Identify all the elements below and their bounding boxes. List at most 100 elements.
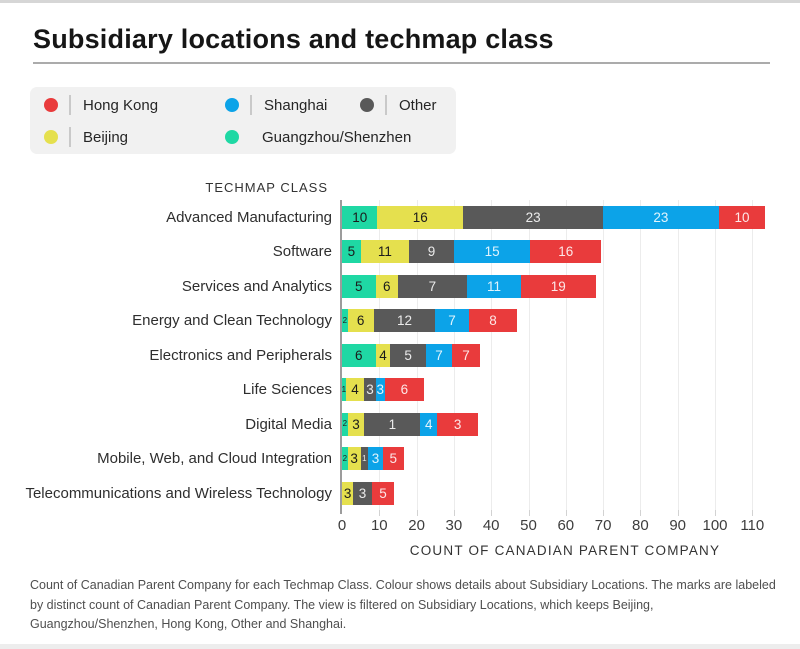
legend-item-label: Beijing — [83, 128, 129, 146]
bar-segment-guangzhou-shenzhen[interactable]: 2 — [342, 309, 348, 333]
segment-value-label: 7 — [462, 347, 470, 363]
bar-segment-other[interactable]: 3 — [364, 378, 376, 402]
bar-segment-hong-kong[interactable]: 5 — [383, 447, 404, 471]
bar-segment-other[interactable]: 23 — [463, 205, 604, 229]
bar-segment-guangzhou-shenzhen[interactable]: 2 — [342, 412, 348, 436]
bar-segment-guangzhou-shenzhen[interactable]: 5 — [342, 274, 376, 298]
bar-segment-hong-kong[interactable]: 3 — [437, 412, 479, 436]
category-label-advanced-manufacturing: Advanced Manufacturing — [166, 208, 332, 226]
segment-value-label: 9 — [427, 244, 436, 259]
category-label-services-and-analytics: Services and Analytics — [181, 277, 332, 295]
x-tick-label: 60 — [557, 517, 575, 534]
segment-value-label: 6 — [400, 382, 409, 397]
segment-value-label: 3 — [343, 485, 352, 501]
bar-segment-beijing[interactable]: 16 — [377, 205, 464, 229]
bar-segment-shanghai[interactable]: 11 — [466, 274, 522, 298]
x-tick-label: 50 — [520, 517, 537, 534]
window-bottom-edge — [0, 644, 800, 649]
bar-segment-hong-kong[interactable]: 7 — [452, 343, 480, 367]
bar-segment-other[interactable]: 9 — [409, 240, 454, 264]
segment-value-label: 2 — [342, 315, 348, 325]
bar-segment-other[interactable]: 12 — [373, 309, 436, 333]
gridline-40 — [491, 200, 493, 510]
legend-item-guangzhou-shenzhen[interactable]: Guangzhou/Shenzhen — [225, 127, 411, 147]
bar-row-services-and-analytics: 5 6 7 11 19 — [342, 274, 596, 298]
segment-value-label: 3 — [453, 416, 462, 432]
x-axis-title: COUNT OF CANADIAN PARENT COMPANY — [409, 543, 721, 558]
bar-segment-guangzhou-shenzhen[interactable]: 1 — [342, 378, 346, 402]
gridline-70 — [603, 200, 605, 510]
x-tick-label: 40 — [482, 517, 500, 534]
gridline-90 — [677, 200, 679, 510]
segment-value-label: 8 — [489, 313, 497, 328]
segment-value-label: 3 — [352, 416, 360, 432]
legend-swatch-icon — [225, 98, 239, 112]
segment-value-label: 3 — [358, 485, 367, 501]
bar-segment-beijing[interactable]: 6 — [347, 309, 374, 333]
category-label-mobile-web-and-cloud-integration: Mobile, Web, and Cloud Integration — [97, 450, 332, 468]
segment-value-label: 7 — [435, 347, 443, 363]
bar-segment-hong-kong[interactable]: 10 — [718, 205, 766, 229]
tick-mark-100 — [715, 510, 716, 516]
title-divider — [33, 62, 770, 64]
bar-segment-hong-kong[interactable]: 8 — [468, 309, 518, 333]
bar-segment-hong-kong[interactable]: 6 — [384, 378, 425, 402]
bar-row-advanced-manufacturing: 10 16 23 23 10 — [342, 205, 766, 229]
bar-segment-beijing[interactable]: 3 — [342, 481, 354, 505]
x-tick-label: 70 — [594, 517, 612, 534]
bar-segment-guangzhou-shenzhen[interactable]: 10 — [342, 205, 378, 229]
segment-value-label: 5 — [347, 244, 356, 259]
bar-segment-beijing[interactable]: 11 — [360, 240, 410, 264]
legend: Hong Kong Shanghai Other Beijing Guangzhou/S… — [30, 87, 456, 154]
bar-segment-shanghai[interactable]: 23 — [603, 205, 719, 229]
legend-item-hong-kong[interactable]: Hong Kong — [44, 95, 225, 115]
bar-segment-other[interactable]: 7 — [397, 274, 467, 298]
bar-segment-beijing[interactable]: 4 — [375, 343, 391, 367]
segment-value-label: 5 — [389, 451, 397, 466]
bar-segment-guangzhou-shenzhen[interactable]: 5 — [342, 240, 361, 264]
segment-value-label: 23 — [525, 209, 541, 225]
bar-segment-shanghai[interactable]: 4 — [420, 412, 438, 436]
bar-segment-other[interactable]: 1 — [360, 447, 369, 471]
legend-item-other[interactable]: Other — [360, 95, 446, 115]
bar-segment-beijing[interactable]: 4 — [345, 378, 365, 402]
legend-swatch-icon — [44, 98, 58, 112]
bar-segment-shanghai[interactable]: 15 — [453, 240, 531, 264]
bar-segment-beijing[interactable]: 3 — [347, 412, 365, 436]
category-label-life-sciences: Life Sciences — [242, 381, 332, 399]
bar-segment-shanghai[interactable]: 3 — [375, 378, 385, 402]
gridline-80 — [640, 200, 642, 510]
bar-segment-hong-kong[interactable]: 16 — [530, 240, 602, 264]
bar-segment-hong-kong[interactable]: 5 — [371, 481, 395, 505]
bar-segment-other[interactable]: 5 — [390, 343, 426, 367]
category-label-software: Software — [272, 243, 332, 261]
tick-mark-10 — [379, 510, 381, 516]
segment-value-label: 4 — [379, 347, 387, 363]
segment-value-label: 3 — [376, 382, 384, 397]
legend-item-shanghai[interactable]: Shanghai — [225, 95, 360, 115]
bar-segment-shanghai[interactable]: 7 — [435, 309, 469, 333]
legend-item-label: Hong Kong — [83, 96, 159, 114]
bar-segment-guangzhou-shenzhen[interactable]: 2 — [342, 447, 348, 471]
segment-value-label: 16 — [412, 209, 428, 225]
bar-segment-other[interactable]: 3 — [353, 481, 372, 505]
bar-segment-other[interactable]: 1 — [364, 412, 421, 436]
segment-value-label: 11 — [377, 244, 392, 259]
row-axis-title: TECHMAP CLASS — [205, 180, 328, 195]
caption: Count of Canadian Parent Company for eac… — [30, 578, 776, 631]
segment-value-label: 5 — [355, 278, 363, 294]
segment-value-label: 23 — [653, 209, 669, 225]
bar-segment-guangzhou-shenzhen[interactable]: 6 — [342, 343, 376, 367]
bar-segment-beijing[interactable]: 6 — [375, 274, 398, 298]
gridline-110 — [752, 200, 754, 510]
tick-mark-70 — [603, 510, 605, 516]
bar-segment-shanghai[interactable]: 7 — [425, 343, 452, 367]
tick-mark-110 — [752, 510, 754, 516]
bar-segment-beijing[interactable]: 3 — [347, 447, 361, 471]
x-tick-label: 100 — [702, 517, 728, 534]
legend-item-beijing[interactable]: Beijing — [44, 127, 225, 147]
bar-segment-shanghai[interactable]: 3 — [368, 447, 383, 471]
segment-value-label: 5 — [379, 485, 387, 501]
bar-segment-hong-kong[interactable]: 19 — [521, 274, 596, 298]
